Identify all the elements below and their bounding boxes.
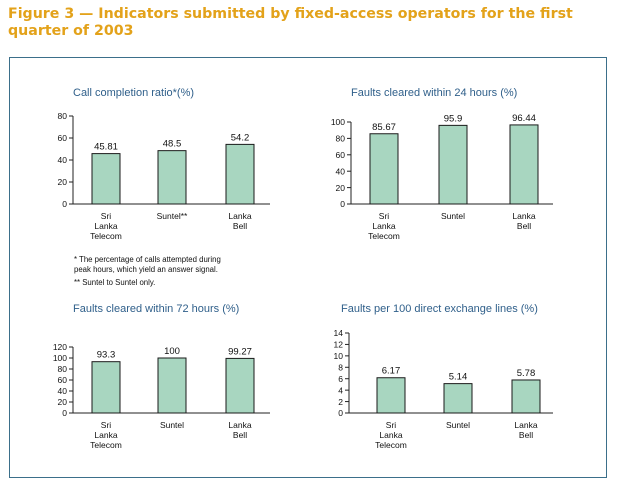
chart-1-value-label-3: 54.2 <box>231 132 250 143</box>
chart-1-category-label-1-line-2: Lanka <box>94 221 117 231</box>
chart-2-category-label-2-line-1: Suntel <box>441 211 465 221</box>
chart-1-bar-3 <box>225 143 255 205</box>
chart-4-y-tick-label-4: 8 <box>338 362 343 372</box>
chart-4-y-tick-label-6: 12 <box>334 340 344 350</box>
chart-1-title: Call completion ratio*(%) <box>73 87 195 99</box>
chart-1-bar-2 <box>157 150 187 205</box>
chart-1-category-label-2-line-1: Suntel** <box>157 211 188 221</box>
figure-frame <box>9 57 607 478</box>
chart-2-category-label-1-line-2: Lanka <box>372 221 395 231</box>
chart-3-category-label-1-line-1: Sri <box>101 420 112 430</box>
chart-1-category-label-3-line-2: Bell <box>233 221 247 231</box>
chart-4-value-label-2: 5.14 <box>449 372 468 383</box>
chart-3-y-tick-label-6: 120 <box>53 342 67 352</box>
chart-3-bar-2 <box>157 357 187 414</box>
chart-1-category-label-1-line-1: Sri <box>101 211 112 221</box>
chart-3-y-tick-label-4: 80 <box>58 364 68 374</box>
chart-3-category-label-3-line-1: Lanka <box>228 420 251 430</box>
chart-2-category-label-3-line-1: Lanka <box>512 211 535 221</box>
chart-3-value-label-2: 100 <box>164 346 180 357</box>
chart-2-category-label-3-line-2: Bell <box>517 221 531 231</box>
chart-4-y-tick-label-3: 6 <box>338 374 343 384</box>
chart-1-y-tick-label-2: 40 <box>58 155 68 165</box>
chart-2-value-label-1: 85.67 <box>372 122 396 133</box>
chart-4-value-label-1: 6.17 <box>382 366 401 377</box>
chart-2-y-tick-label-0: 0 <box>340 199 345 209</box>
chart-1-category-label-1-line-3: Telecom <box>90 231 122 241</box>
chart-2-bar-2 <box>438 124 468 205</box>
chart-3-value-label-1: 93.3 <box>97 350 116 361</box>
chart-2-y-tick-label-3: 60 <box>336 150 346 160</box>
chart-4-y-tick-label-7: 14 <box>334 328 344 338</box>
chart-2-value-label-3: 96.44 <box>512 113 536 124</box>
chart-3-y-tick-label-2: 40 <box>58 386 68 396</box>
chart-4-category-label-1-line-1: Sri <box>386 420 397 430</box>
figure-title: Figure 3 — Indicators submitted by fixed… <box>8 6 573 39</box>
chart-1-y-tick-label-0: 0 <box>62 199 67 209</box>
chart-4-y-tick-label-1: 2 <box>338 397 343 407</box>
chart-2-value-label-2: 95.9 <box>444 113 463 124</box>
footnote-line-2: peak hours, which yield an answer signal… <box>74 265 218 274</box>
chart-1-y-tick-label-3: 60 <box>58 133 68 143</box>
chart-2-category-label-1-line-3: Telecom <box>368 231 400 241</box>
chart-4-category-label-3-line-2: Bell <box>519 430 533 440</box>
chart-3-category-label-1-line-3: Telecom <box>90 440 122 450</box>
chart-4-bar-1 <box>376 377 406 414</box>
chart-2-y-tick-label-5: 100 <box>331 117 345 127</box>
chart-2-bar-3 <box>509 124 539 205</box>
chart-4-value-label-3: 5.78 <box>517 368 536 379</box>
chart-4-category-label-1-line-3: Telecom <box>375 440 407 450</box>
chart-2-y-tick-label-1: 20 <box>336 183 346 193</box>
chart-4-y-tick-label-2: 4 <box>338 385 343 395</box>
chart-3-category-label-2-line-1: Suntel <box>160 420 184 430</box>
chart-4-bar-2 <box>443 383 473 414</box>
chart-1-value-label-1: 45.81 <box>94 142 118 153</box>
chart-3-bar-3 <box>225 357 255 414</box>
chart-1-value-label-2: 48.5 <box>163 139 182 150</box>
chart-1-y-tick-label-1: 20 <box>58 177 68 187</box>
chart-4-title: Faults per 100 direct exchange lines (%) <box>341 303 538 315</box>
chart-4-category-label-1-line-2: Lanka <box>379 430 402 440</box>
chart-2-y-tick-label-2: 40 <box>336 166 346 176</box>
chart-2-y-tick-label-4: 80 <box>336 134 346 144</box>
chart-3-y-tick-label-5: 100 <box>53 353 67 363</box>
chart-3-category-label-3-line-2: Bell <box>233 430 247 440</box>
chart-4-y-tick-label-5: 10 <box>334 351 344 361</box>
chart-4-y-tick-label-0: 0 <box>338 408 343 418</box>
chart-3-y-tick-label-0: 0 <box>62 408 67 418</box>
chart-4-category-label-3-line-1: Lanka <box>514 420 537 430</box>
chart-3-bar-1 <box>91 361 121 414</box>
chart-4-bar-3 <box>511 379 541 414</box>
chart-2-title: Faults cleared within 24 hours (%) <box>351 87 518 99</box>
chart-3-value-label-3: 99.27 <box>228 346 252 357</box>
chart-3-y-tick-label-1: 20 <box>58 397 68 407</box>
chart-2-bar-1 <box>369 133 399 205</box>
chart-3-category-label-1-line-2: Lanka <box>94 430 117 440</box>
chart-2-category-label-1-line-1: Sri <box>379 211 390 221</box>
chart-4-category-label-2-line-1: Suntel <box>446 420 470 430</box>
footnote-line-1: * The percentage of calls attempted duri… <box>74 255 221 264</box>
chart-3-title: Faults cleared within 72 hours (%) <box>73 303 240 315</box>
footnote-line-3: ** Suntel to Suntel only. <box>74 278 156 287</box>
chart-3-y-tick-label-3: 60 <box>58 375 68 385</box>
chart-1-bar-1 <box>91 153 121 205</box>
chart-1-category-label-3-line-1: Lanka <box>228 211 251 221</box>
chart-1-y-tick-label-4: 80 <box>58 111 68 121</box>
